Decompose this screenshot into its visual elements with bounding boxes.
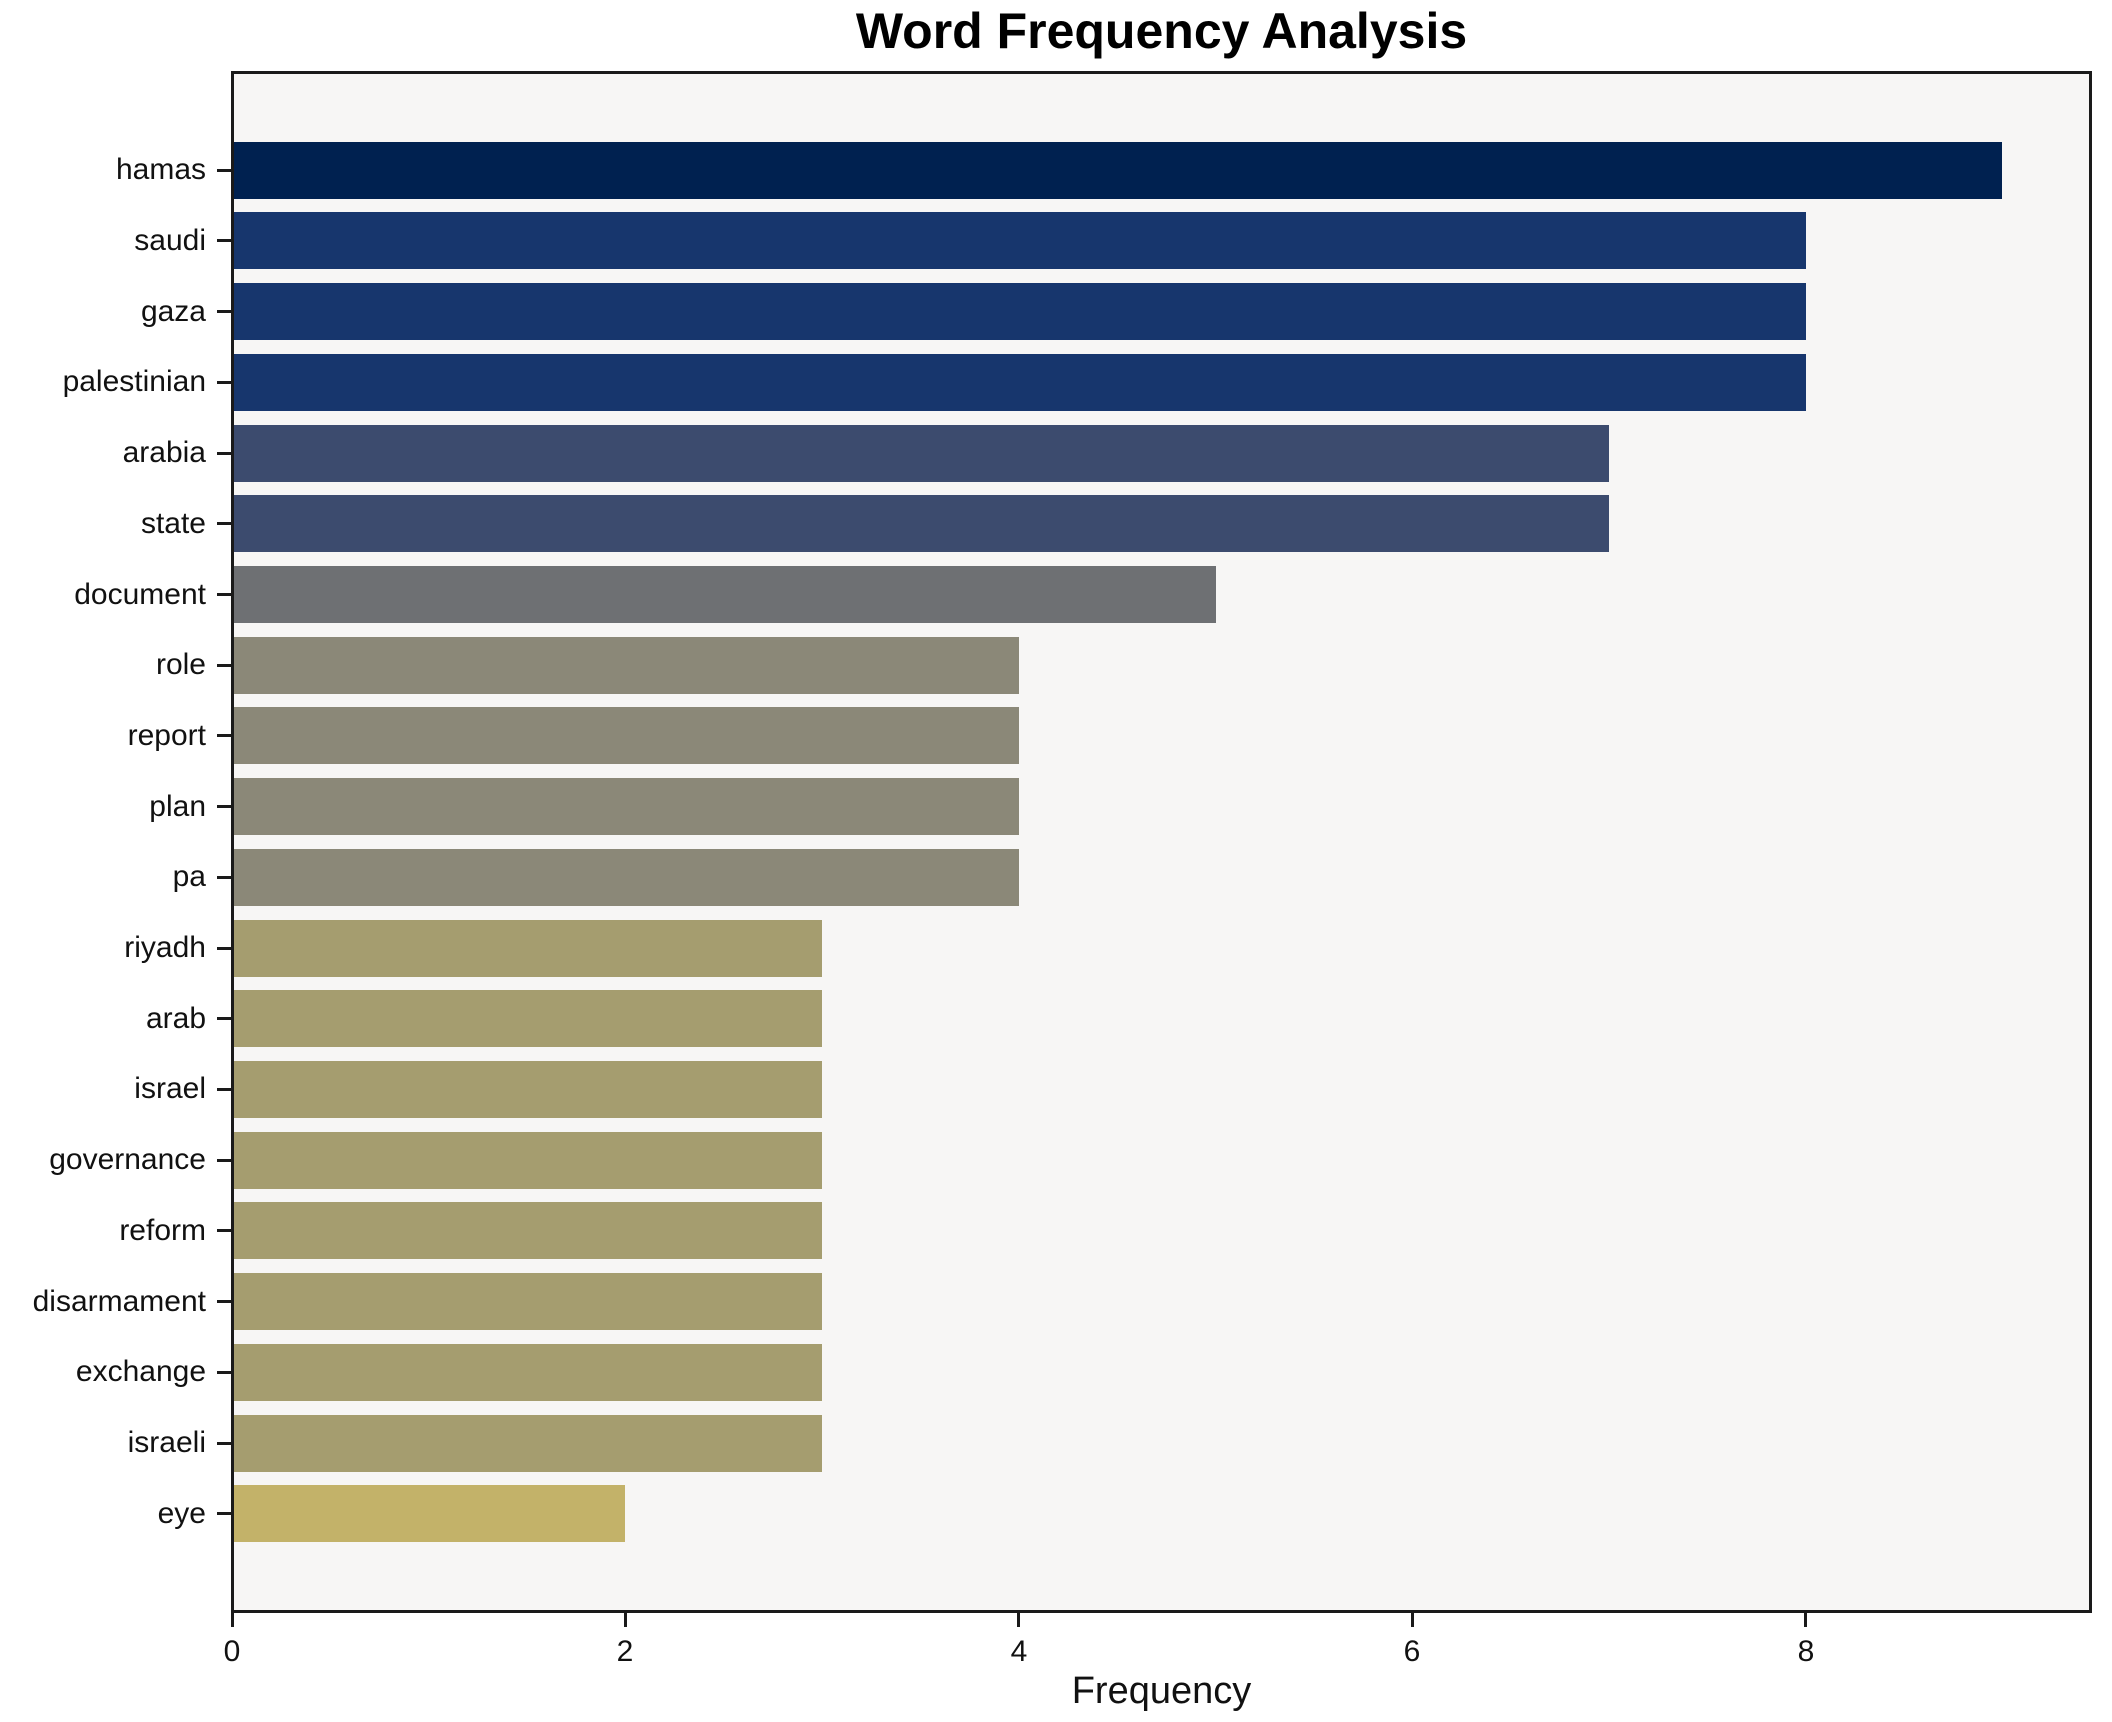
bar-palestinian [232, 354, 1806, 411]
bar-arab [232, 990, 822, 1047]
x-tick-label-6: 6 [1403, 1635, 1421, 1668]
y-tick-label-riyadh: riyadh [124, 931, 206, 964]
y-tick-label-disarmament: disarmament [32, 1285, 206, 1318]
y-tick-label-saudi: saudi [134, 224, 206, 257]
bar-saudi [232, 212, 1806, 269]
y-tick-label-report: report [127, 719, 206, 752]
y-tick-mark [217, 876, 232, 879]
y-tick-label-palestinian: palestinian [62, 365, 206, 398]
y-tick-mark [217, 1442, 232, 1445]
y-tick-mark [217, 1159, 232, 1162]
bar-state [232, 495, 1609, 552]
chart-title: Word Frequency Analysis [855, 3, 1468, 59]
y-tick-mark [217, 452, 232, 455]
y-tick-label-gaza: gaza [140, 295, 206, 328]
y-tick-mark [217, 734, 232, 737]
y-tick-mark [217, 310, 232, 313]
y-tick-label-exchange: exchange [75, 1355, 206, 1388]
y-tick-label-israel: israel [134, 1072, 206, 1105]
bar-reform [232, 1202, 822, 1259]
x-tick-mark [1411, 1612, 1414, 1627]
x-tick-label-2: 2 [616, 1635, 634, 1668]
x-axis-label: Frequency [1071, 1670, 1252, 1712]
y-tick-mark [217, 947, 232, 950]
y-tick-mark [217, 1017, 232, 1020]
y-tick-label-role: role [155, 648, 206, 681]
bar-eye [232, 1485, 625, 1542]
y-tick-label-eye: eye [157, 1497, 206, 1530]
bar-disarmament [232, 1273, 822, 1330]
y-tick-mark [217, 805, 232, 808]
y-tick-label-document: document [74, 578, 206, 611]
y-tick-mark [217, 1300, 232, 1303]
bar-document [232, 566, 1216, 623]
y-tick-mark [217, 522, 232, 525]
y-tick-mark [217, 593, 232, 596]
y-tick-mark [217, 1512, 232, 1515]
bar-riyadh [232, 920, 822, 977]
bar-hamas [232, 142, 2002, 199]
y-tick-label-israeli: israeli [127, 1426, 206, 1459]
y-tick-label-plan: plan [149, 790, 206, 823]
y-tick-mark [217, 1229, 232, 1232]
y-tick-mark [217, 1371, 232, 1374]
bar-gaza [232, 283, 1806, 340]
bar-israeli [232, 1415, 822, 1472]
y-tick-label-state: state [140, 507, 206, 540]
x-tick-mark [1804, 1612, 1807, 1627]
y-tick-label-reform: reform [119, 1214, 206, 1247]
bar-pa [232, 849, 1019, 906]
x-tick-mark [1017, 1612, 1020, 1627]
y-tick-label-pa: pa [172, 860, 206, 893]
y-tick-mark [217, 239, 232, 242]
x-tick-label-0: 0 [223, 1635, 241, 1668]
y-tick-label-arabia: arabia [122, 436, 206, 469]
y-tick-label-governance: governance [49, 1143, 206, 1176]
y-tick-mark [217, 664, 232, 667]
x-tick-mark [624, 1612, 627, 1627]
x-tick-label-4: 4 [1010, 1635, 1028, 1668]
bar-plan [232, 778, 1019, 835]
y-tick-label-arab: arab [145, 1002, 206, 1035]
bar-arabia [232, 425, 1609, 482]
y-tick-mark [217, 381, 232, 384]
x-tick-mark [231, 1612, 234, 1627]
bar-exchange [232, 1344, 822, 1401]
y-tick-mark [217, 169, 232, 172]
x-tick-label-8: 8 [1797, 1635, 1815, 1668]
bar-report [232, 707, 1019, 764]
y-tick-label-hamas: hamas [115, 153, 206, 186]
y-tick-mark [217, 1088, 232, 1091]
bar-role [232, 637, 1019, 694]
bar-governance [232, 1132, 822, 1189]
bar-israel [232, 1061, 822, 1118]
